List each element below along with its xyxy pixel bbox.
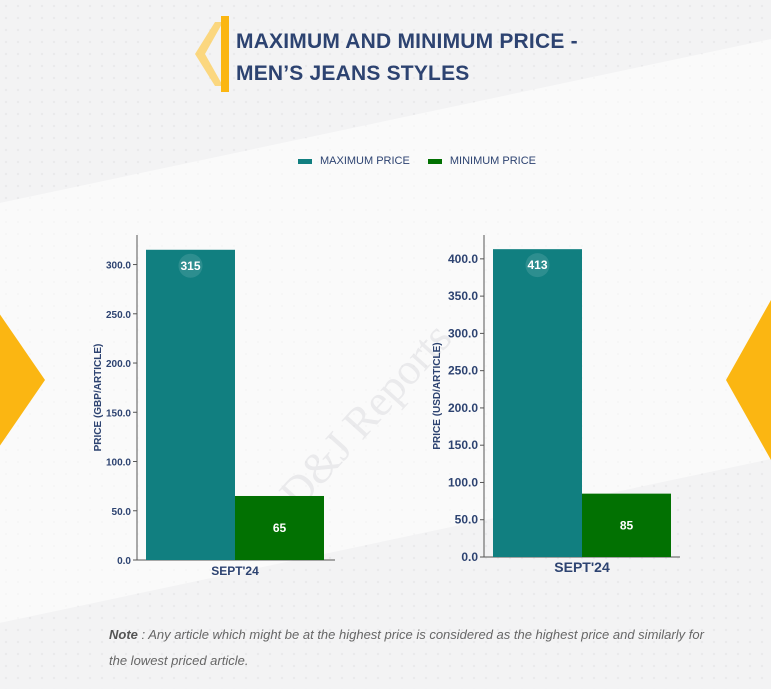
footnote: Note : Any article which might be at the… xyxy=(109,622,709,674)
legend-item-max: MAXIMUM PRICE xyxy=(298,155,410,167)
chart1-data-label-max: 315 xyxy=(180,259,200,273)
title-chevron-icon xyxy=(195,16,229,92)
chart2-bar-min xyxy=(582,493,671,557)
title-line-1: MAXIMUM AND MINIMUM PRICE - xyxy=(236,30,578,53)
legend-item-min: MINIMUM PRICE xyxy=(427,155,537,167)
chart2-data-label-bubble xyxy=(525,253,550,278)
page-title: MAXIMUM AND MINIMUM PRICE - MEN’S JEANS … xyxy=(236,26,578,90)
chart2-y-tick-label: 50.0 xyxy=(455,513,479,527)
chart1-y-tick-label: 250.0 xyxy=(106,310,131,321)
note-text: : Any article which might be at the high… xyxy=(109,627,704,668)
legend-swatch-min xyxy=(427,158,442,164)
chart1-bar-min xyxy=(235,495,324,560)
chart2-y-tick-label: 150.0 xyxy=(448,438,478,452)
chart2-category-label: SEPT'24 xyxy=(554,559,610,575)
chart2-y-axis-label: PRICE (USD/ARTICLE) xyxy=(432,342,443,449)
note-label: Note xyxy=(109,627,138,642)
chart1-y-tick-label: 100.0 xyxy=(106,458,131,469)
chart2-y-tick-label: 0.0 xyxy=(461,550,478,564)
chart1-y-tick-label: 150.0 xyxy=(106,408,131,419)
chart1-y-tick-label: 50.0 xyxy=(112,507,132,518)
chart2-data-label-min: 85 xyxy=(620,518,634,532)
chart1-y-tick-label: 300.0 xyxy=(106,261,131,272)
legend-label-min: MINIMUM PRICE xyxy=(449,155,537,167)
chart1-y-tick-label: 0.0 xyxy=(117,556,131,567)
chart-legend: MAXIMUM PRICE MINIMUM PRICE xyxy=(298,155,536,167)
chart1-data-label-bubble xyxy=(178,253,203,278)
chart2-y-tick-label: 200.0 xyxy=(448,401,478,415)
chart2-data-label-max: 413 xyxy=(527,258,547,272)
legend-swatch-max xyxy=(298,158,312,164)
chart1-category-label: SEPT'24 xyxy=(211,564,259,578)
title-line-2: MEN’S JEANS STYLES xyxy=(236,62,470,85)
chart2-y-tick-label: 100.0 xyxy=(448,475,478,489)
chart2-y-tick-label: 350.0 xyxy=(448,289,478,303)
chart1-data-label-min: 65 xyxy=(273,521,287,535)
chart1-y-tick-label: 200.0 xyxy=(106,359,131,370)
legend-label-max: MAXIMUM PRICE xyxy=(320,155,410,167)
chart2-y-tick-label: 300.0 xyxy=(448,326,478,340)
chart1-y-axis-label: PRICE (GBP/ARTICLE) xyxy=(93,344,104,452)
chart1-bar-max xyxy=(146,249,235,561)
chart2-bar-max xyxy=(493,249,582,557)
chart2-y-tick-label: 250.0 xyxy=(448,364,478,378)
chart2-y-tick-label: 400.0 xyxy=(448,252,478,266)
